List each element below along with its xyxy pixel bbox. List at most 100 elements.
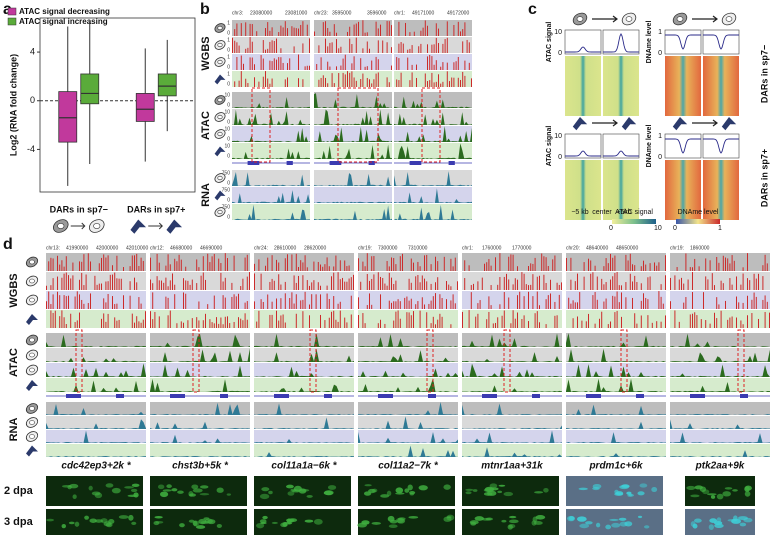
track-row xyxy=(46,291,146,309)
track-row xyxy=(566,348,666,362)
methylation-bar xyxy=(138,266,140,271)
methylation-bar xyxy=(302,275,304,290)
methylation-bar xyxy=(547,266,549,271)
methylation-bar xyxy=(185,293,187,309)
methylation-bar xyxy=(534,313,536,328)
methylation-bar xyxy=(420,30,422,36)
track-row xyxy=(254,444,354,457)
methylation-bar xyxy=(189,284,191,290)
methylation-bar xyxy=(50,257,52,271)
methylation-bar xyxy=(348,278,350,290)
methylation-bar xyxy=(236,57,238,70)
track-label: WGBS xyxy=(8,273,20,307)
methylation-bar xyxy=(362,20,364,36)
methylation-bar xyxy=(298,267,299,271)
methylation-bar xyxy=(158,316,160,328)
scale-label: 1 xyxy=(227,71,230,77)
methylation-bar xyxy=(83,303,85,309)
methylation-bar xyxy=(63,266,65,271)
methylation-bar xyxy=(140,322,142,328)
methylation-bar xyxy=(545,282,547,290)
highlight-box xyxy=(75,329,83,393)
methylation-bar xyxy=(729,263,731,271)
methylation-bar xyxy=(501,315,503,328)
methylation-bar xyxy=(435,81,437,87)
coord-label: 42010000 xyxy=(126,245,148,251)
methylation-bar xyxy=(486,319,488,328)
track-row xyxy=(358,348,458,362)
methylation-bar xyxy=(362,73,364,87)
methylation-bar xyxy=(377,323,379,328)
arrow xyxy=(70,222,86,230)
methylation-bar xyxy=(338,48,340,53)
methylation-bar xyxy=(532,274,534,290)
methylation-bar xyxy=(437,277,439,290)
track-row xyxy=(254,253,354,271)
methylation-bar xyxy=(136,253,138,271)
methylation-bar xyxy=(103,254,105,271)
methylation-bar xyxy=(464,260,466,271)
fluorescence xyxy=(418,485,428,491)
methylation-bar xyxy=(114,272,116,290)
signal-area xyxy=(394,112,472,125)
fluorescence xyxy=(702,489,710,495)
micrograph xyxy=(566,509,663,535)
methylation-bar xyxy=(227,316,228,328)
methylation-bar xyxy=(293,303,295,309)
track-row xyxy=(314,92,392,108)
scale-label: 10 xyxy=(224,109,230,115)
coord-label: 46690000 xyxy=(200,245,222,251)
fluorescence xyxy=(744,486,750,492)
track-row xyxy=(232,204,310,220)
methylation-bar xyxy=(236,23,238,36)
methylation-bar xyxy=(70,278,72,290)
methylation-bar xyxy=(427,44,428,53)
methylation-bar xyxy=(738,302,740,309)
methylation-bar xyxy=(59,264,61,271)
methylation-bar xyxy=(722,283,724,290)
methylation-bar xyxy=(161,280,162,290)
methylation-bar xyxy=(400,42,402,53)
profile-frame xyxy=(664,133,702,159)
methylation-bar xyxy=(398,21,400,36)
methylation-bar xyxy=(364,32,366,36)
stage-label: 2 dpa xyxy=(4,485,34,497)
methylation-bar xyxy=(572,300,574,309)
methylation-bar xyxy=(358,21,359,36)
methylation-bar xyxy=(50,310,52,328)
methylation-bar xyxy=(351,63,353,70)
methylation-bar xyxy=(603,301,605,309)
methylation-bar xyxy=(289,58,291,70)
colorbar-min: 0 xyxy=(673,225,677,232)
methylation-bar xyxy=(346,322,348,328)
methylation-bar xyxy=(422,27,424,36)
methylation-bar xyxy=(462,41,464,53)
chrom-label: chr24: xyxy=(254,245,268,251)
methylation-bar xyxy=(431,56,433,70)
fluorescence xyxy=(166,484,172,489)
fluorescence xyxy=(737,516,748,521)
methylation-bar xyxy=(614,255,616,271)
arrow xyxy=(592,119,618,127)
methylation-bar xyxy=(81,272,83,290)
methylation-bar xyxy=(336,39,337,53)
methylation-bar xyxy=(243,63,244,70)
chrom-label: chr3: xyxy=(232,10,243,16)
scale-label: 0 xyxy=(227,47,230,53)
track-label: ATAC xyxy=(200,111,212,140)
methylation-bar xyxy=(408,278,410,290)
methylation-bar xyxy=(426,254,428,271)
signal-area xyxy=(150,333,250,347)
methylation-bar xyxy=(265,28,266,36)
methylation-bar xyxy=(377,272,379,290)
fluorescence xyxy=(483,492,493,496)
methylation-bar xyxy=(87,253,89,271)
methylation-bar xyxy=(448,284,450,290)
methylation-bar xyxy=(59,295,61,309)
methylation-bar xyxy=(280,298,282,309)
fluorescence xyxy=(262,515,268,520)
methylation-bar xyxy=(420,43,422,53)
track-row xyxy=(358,291,458,309)
track-row xyxy=(314,126,392,142)
methylation-bar xyxy=(605,258,607,271)
